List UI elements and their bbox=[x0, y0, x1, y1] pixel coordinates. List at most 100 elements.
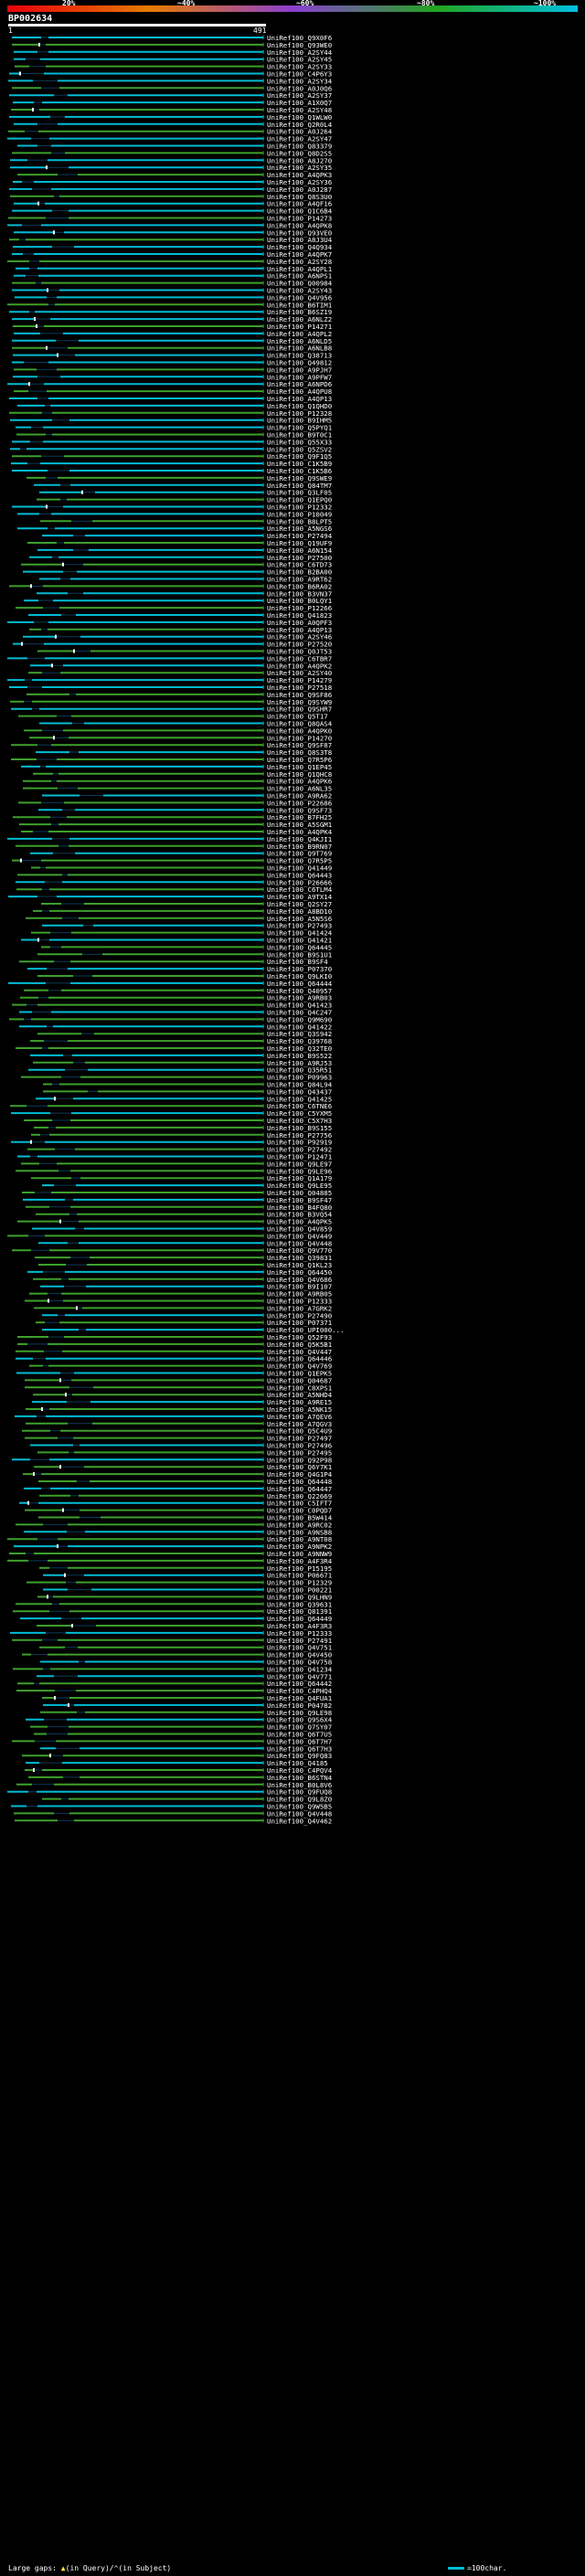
hit-label[interactable]: UniRef100_A0J287 bbox=[267, 186, 332, 194]
hit-label[interactable]: UniRef100_P14270 bbox=[267, 734, 332, 742]
hit-label[interactable]: UniRef100_Q6T7U5 bbox=[267, 1731, 332, 1739]
hit-label[interactable]: UniRef100_A5NK15 bbox=[267, 1405, 332, 1414]
hit-label[interactable]: UniRef100_Q64442 bbox=[267, 1680, 332, 1688]
hit-label[interactable]: UniRef100_C4PHQ4 bbox=[267, 1687, 333, 1695]
hit-label[interactable]: UniRef100_Q5ZSV2 bbox=[267, 445, 332, 453]
hit-label[interactable]: UniRef100_B9SF4 bbox=[267, 958, 328, 966]
hit-label[interactable]: UniRef100_Q4V450 bbox=[267, 1651, 332, 1659]
hit-label[interactable]: UniRef100_C5YXM5 bbox=[267, 1109, 332, 1118]
hit-label[interactable]: UniRef100_A2SY36 bbox=[267, 178, 332, 186]
hit-label[interactable]: UniRef100_Q49812 bbox=[267, 359, 332, 367]
hit-label[interactable]: UniRef100_A4QPK8 bbox=[267, 221, 332, 229]
hit-label[interactable]: UniRef100_Q41425 bbox=[267, 1095, 332, 1103]
hit-label[interactable]: UniRef100_Q1EP45 bbox=[267, 763, 332, 771]
hit-label[interactable]: UniRef100_Q52F93 bbox=[267, 1333, 332, 1341]
hit-label[interactable]: UniRef100_Q93WE0 bbox=[267, 41, 332, 49]
hit-label[interactable]: UniRef100_B0LQY1 bbox=[267, 597, 332, 605]
hit-label[interactable]: UniRef100_A6NLZ2 bbox=[267, 315, 332, 323]
hit-label[interactable]: UniRef100_Q4V448 bbox=[267, 1809, 332, 1818]
hit-label[interactable]: UniRef100_Q3LF05 bbox=[267, 489, 332, 497]
hit-label[interactable]: UniRef100_Q92P98 bbox=[267, 1456, 332, 1464]
hit-label[interactable]: UniRef100_Q9X0F6 bbox=[267, 34, 332, 42]
hit-label[interactable]: UniRef100_A7GRK2 bbox=[267, 1304, 332, 1312]
hit-label[interactable]: UniRef100_C1K5B6 bbox=[267, 467, 332, 475]
hit-label[interactable]: UniRef100_B9RN07 bbox=[267, 843, 332, 851]
hit-label[interactable]: UniRef100_Q2SY27 bbox=[267, 900, 332, 908]
hit-label[interactable]: UniRef100_Q7R5P6 bbox=[267, 756, 332, 764]
hit-label[interactable]: UniRef100_Q9SYW9 bbox=[267, 698, 332, 706]
hit-label[interactable]: UniRef100_A9RE15 bbox=[267, 1398, 332, 1406]
hit-label[interactable]: UniRef100_Q9M690 bbox=[267, 1015, 332, 1023]
hit-label[interactable]: UniRef100_Q4V449 bbox=[267, 1232, 332, 1240]
hit-label[interactable]: UniRef100_P12332 bbox=[267, 504, 332, 512]
hit-label[interactable]: UniRef100_P22686 bbox=[267, 799, 332, 807]
hit-label[interactable]: UniRef100_P12471 bbox=[267, 1153, 332, 1161]
hit-label[interactable]: UniRef100_C1K5B9 bbox=[267, 460, 332, 468]
hit-label[interactable]: UniRef100_B9IHM5 bbox=[267, 417, 332, 425]
hit-label[interactable]: UniRef100_A4QPL2 bbox=[267, 330, 332, 338]
hit-label[interactable]: UniRef100_UPI000... bbox=[267, 1326, 345, 1334]
hit-label[interactable]: UniRef100_P27492 bbox=[267, 1146, 332, 1154]
hit-label[interactable]: UniRef100_A9RT62 bbox=[267, 576, 332, 584]
hit-label[interactable]: UniRef100_A9RB03 bbox=[267, 994, 332, 1002]
hit-label[interactable]: UniRef100_Q4V956 bbox=[267, 293, 332, 302]
hit-label[interactable]: UniRef100_A4QPK5 bbox=[267, 1218, 332, 1226]
hit-label[interactable]: UniRef100_A6NPS1 bbox=[267, 272, 332, 281]
hit-label[interactable]: UniRef100_A9RC02 bbox=[267, 1521, 332, 1529]
hit-label[interactable]: UniRef100_A4QPK4 bbox=[267, 828, 333, 836]
hit-label[interactable]: UniRef100_A4QP13 bbox=[267, 626, 332, 634]
hit-label[interactable]: UniRef100_Q19UF9 bbox=[267, 539, 332, 547]
hit-label[interactable]: UniRef100_A8BD10 bbox=[267, 907, 332, 916]
hit-label[interactable]: UniRef100_Q5T17 bbox=[267, 713, 328, 721]
hit-label[interactable]: UniRef100_B9S1U1 bbox=[267, 950, 332, 959]
hit-label[interactable]: UniRef100_A2SY48 bbox=[267, 106, 332, 114]
hit-label[interactable]: UniRef100_P07370 bbox=[267, 965, 332, 973]
hit-label[interactable]: UniRef100_Q41449 bbox=[267, 864, 332, 873]
hit-label[interactable]: UniRef100_Q9V770 bbox=[267, 1246, 332, 1255]
hit-label[interactable]: UniRef100_Q9F1Q5 bbox=[267, 452, 332, 461]
hit-label[interactable]: UniRef100_P12329 bbox=[267, 1579, 332, 1587]
hit-label[interactable]: UniRef100_A2SY43 bbox=[267, 287, 332, 295]
hit-label[interactable]: UniRef100_Q4V751 bbox=[267, 1644, 332, 1652]
hit-label[interactable]: UniRef100_Q55X33 bbox=[267, 438, 332, 446]
hit-label[interactable]: UniRef100_Q4V686 bbox=[267, 1276, 332, 1284]
hit-label[interactable]: UniRef100_Q9LHN9 bbox=[267, 1593, 332, 1601]
hit-label[interactable]: UniRef100_P06671 bbox=[267, 1572, 332, 1580]
hit-label[interactable]: UniRef100_P27491 bbox=[267, 1637, 332, 1645]
hit-label[interactable]: UniRef100_Q38713 bbox=[267, 352, 332, 360]
hit-label[interactable]: UniRef100_A9TX14 bbox=[267, 893, 333, 901]
hit-label[interactable]: UniRef100_P27518 bbox=[267, 684, 332, 692]
hit-label[interactable]: UniRef100_B6SZ19 bbox=[267, 308, 332, 316]
hit-label[interactable]: UniRef100_Q4V769 bbox=[267, 1362, 332, 1371]
hit-label[interactable]: UniRef100_A9NNW9 bbox=[267, 1550, 332, 1558]
hit-label[interactable]: UniRef100_B9I107 bbox=[267, 1283, 332, 1291]
hit-label[interactable]: UniRef100_Q43437 bbox=[267, 1087, 332, 1096]
hit-label[interactable]: UniRef100_Q64446 bbox=[267, 1355, 332, 1363]
hit-label[interactable]: UniRef100_A9PFW7 bbox=[267, 373, 332, 381]
hit-label[interactable]: UniRef100_A9RB05 bbox=[267, 1290, 332, 1299]
hit-label[interactable]: UniRef100_P12266 bbox=[267, 604, 332, 612]
hit-label[interactable]: UniRef100_P27493 bbox=[267, 922, 332, 930]
hit-label[interactable]: UniRef100_Q8S3U0 bbox=[267, 193, 332, 201]
hit-label[interactable]: UniRef100_A0QPF3 bbox=[267, 619, 332, 627]
hit-label[interactable]: UniRef100_A2SY34 bbox=[267, 77, 333, 85]
hit-label[interactable]: UniRef100_P00221 bbox=[267, 1586, 332, 1595]
hit-label[interactable]: UniRef100_P26666 bbox=[267, 878, 332, 886]
hit-label[interactable]: UniRef100_Q39831 bbox=[267, 1254, 332, 1262]
hit-label[interactable]: UniRef100_A4QPK2 bbox=[267, 662, 332, 670]
hit-label[interactable]: UniRef100_B6RA02 bbox=[267, 582, 332, 590]
hit-label[interactable]: UniRef100_A2SY46 bbox=[267, 633, 332, 641]
hit-label[interactable]: UniRef100_A4QPL1 bbox=[267, 265, 332, 273]
hit-label[interactable]: UniRef100_Q84L94 bbox=[267, 1081, 333, 1089]
hit-label[interactable]: UniRef100_Q39631 bbox=[267, 1600, 332, 1608]
hit-label[interactable]: UniRef100_Q41424 bbox=[267, 929, 333, 938]
hit-label[interactable]: UniRef100_A2SY44 bbox=[267, 48, 333, 57]
hit-label[interactable]: UniRef100_B2BA00 bbox=[267, 568, 332, 577]
hit-label[interactable]: UniRef100_Q1QHC8 bbox=[267, 770, 332, 779]
hit-label[interactable]: UniRef100_A6NLB8 bbox=[267, 345, 332, 353]
hit-label[interactable]: UniRef100_B9S155 bbox=[267, 1124, 332, 1132]
hit-label[interactable]: UniRef100_P04782 bbox=[267, 1701, 332, 1710]
hit-label[interactable]: UniRef100_Q64444 bbox=[267, 980, 333, 988]
hit-label[interactable]: UniRef100_A9PJH7 bbox=[267, 366, 332, 374]
hit-label[interactable]: UniRef100_Q4V771 bbox=[267, 1672, 332, 1680]
